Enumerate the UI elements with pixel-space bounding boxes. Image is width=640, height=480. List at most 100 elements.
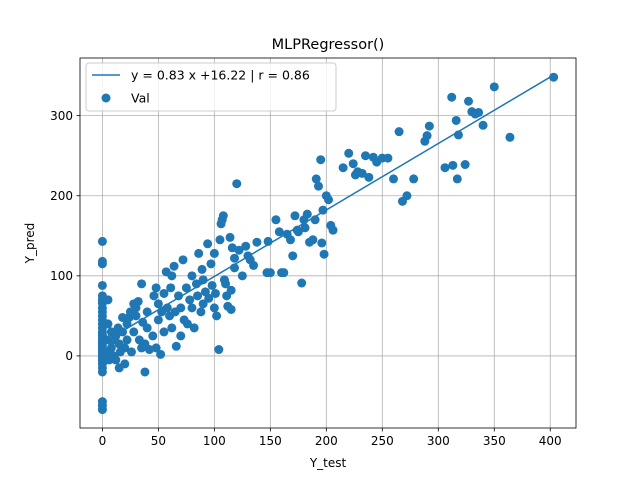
data-point bbox=[203, 239, 213, 249]
data-point bbox=[198, 299, 208, 309]
x-tick-label: 250 bbox=[371, 434, 394, 448]
data-point bbox=[142, 307, 152, 317]
data-point bbox=[196, 307, 206, 317]
data-point bbox=[120, 359, 130, 369]
data-point bbox=[460, 160, 470, 170]
data-point bbox=[212, 311, 222, 321]
data-point bbox=[234, 245, 244, 255]
data-point bbox=[447, 92, 457, 102]
data-point bbox=[252, 237, 262, 247]
data-point bbox=[176, 331, 186, 341]
data-points bbox=[97, 72, 559, 415]
data-point bbox=[344, 148, 354, 158]
data-point bbox=[103, 295, 113, 305]
data-point bbox=[167, 271, 177, 281]
data-point bbox=[169, 261, 179, 271]
data-point bbox=[118, 327, 128, 337]
data-point bbox=[140, 367, 150, 377]
x-tick-label: 100 bbox=[203, 434, 226, 448]
data-point bbox=[191, 279, 201, 289]
legend-val-marker bbox=[101, 93, 111, 103]
data-point bbox=[451, 115, 461, 125]
y-tick-label: 300 bbox=[50, 109, 73, 123]
data-point bbox=[182, 319, 192, 329]
data-point bbox=[206, 259, 216, 269]
data-point bbox=[111, 331, 121, 341]
data-point bbox=[549, 72, 559, 82]
x-tick-label: 300 bbox=[427, 434, 450, 448]
data-point bbox=[361, 151, 371, 161]
y-tick-label: 200 bbox=[50, 189, 73, 203]
data-point bbox=[144, 345, 154, 355]
data-point bbox=[122, 335, 132, 345]
data-point bbox=[120, 343, 130, 353]
data-point bbox=[167, 323, 177, 333]
x-tick-label: 200 bbox=[315, 434, 338, 448]
data-point bbox=[194, 248, 204, 258]
data-point bbox=[285, 235, 295, 245]
x-tick-label: 350 bbox=[483, 434, 506, 448]
axis-ticks: 0 50 100 150 200 250 300 350 400 0 100 200 300 bbox=[50, 109, 562, 448]
legend: y = 0.83 x +16.22 | r = 0.86 Val bbox=[85, 62, 337, 112]
data-point bbox=[106, 343, 116, 353]
data-point bbox=[159, 288, 169, 298]
data-point bbox=[394, 127, 404, 137]
data-point bbox=[97, 236, 107, 246]
y-axis-label: Y_pred bbox=[23, 223, 37, 265]
data-point bbox=[505, 132, 515, 142]
data-point bbox=[313, 181, 323, 191]
data-point bbox=[142, 323, 152, 333]
data-point bbox=[319, 249, 329, 259]
data-point bbox=[452, 174, 462, 184]
data-point bbox=[187, 303, 197, 313]
data-point bbox=[422, 131, 432, 141]
data-point bbox=[129, 327, 139, 337]
data-point bbox=[153, 315, 163, 325]
data-point bbox=[293, 227, 303, 237]
data-point bbox=[364, 172, 374, 182]
y-tick-label: 100 bbox=[50, 269, 73, 283]
data-point bbox=[226, 304, 236, 314]
data-point bbox=[448, 160, 458, 170]
data-point bbox=[328, 225, 338, 235]
x-tick-label: 0 bbox=[99, 434, 107, 448]
data-point bbox=[424, 121, 434, 131]
x-tick-label: 150 bbox=[259, 434, 282, 448]
data-point bbox=[302, 209, 312, 219]
data-point bbox=[149, 291, 159, 301]
data-point bbox=[153, 299, 163, 309]
grid bbox=[80, 58, 576, 428]
data-point bbox=[290, 211, 300, 221]
data-point bbox=[383, 153, 393, 163]
data-point bbox=[265, 268, 275, 278]
data-point bbox=[218, 211, 228, 221]
data-point bbox=[133, 296, 143, 306]
data-point bbox=[198, 275, 208, 285]
data-point bbox=[118, 312, 128, 322]
x-tick-label: 50 bbox=[151, 434, 166, 448]
data-point bbox=[300, 223, 310, 233]
data-point bbox=[209, 303, 219, 313]
data-point bbox=[288, 251, 298, 261]
data-point bbox=[311, 174, 321, 184]
data-point bbox=[148, 331, 158, 341]
data-point bbox=[204, 293, 214, 303]
data-point bbox=[193, 291, 203, 301]
data-point bbox=[151, 283, 161, 293]
data-point bbox=[274, 227, 284, 237]
data-point bbox=[232, 179, 242, 189]
data-point bbox=[316, 155, 326, 165]
data-point bbox=[489, 82, 499, 92]
data-point bbox=[185, 295, 195, 305]
legend-box bbox=[85, 62, 337, 112]
data-point bbox=[210, 288, 220, 298]
data-point bbox=[178, 255, 188, 265]
data-point bbox=[181, 283, 191, 293]
data-point bbox=[318, 205, 328, 215]
data-point bbox=[464, 96, 474, 106]
fit-line bbox=[102, 74, 554, 344]
legend-val-label: Val bbox=[131, 91, 150, 106]
data-point bbox=[308, 235, 318, 245]
data-point bbox=[324, 195, 334, 205]
data-point bbox=[221, 279, 231, 289]
